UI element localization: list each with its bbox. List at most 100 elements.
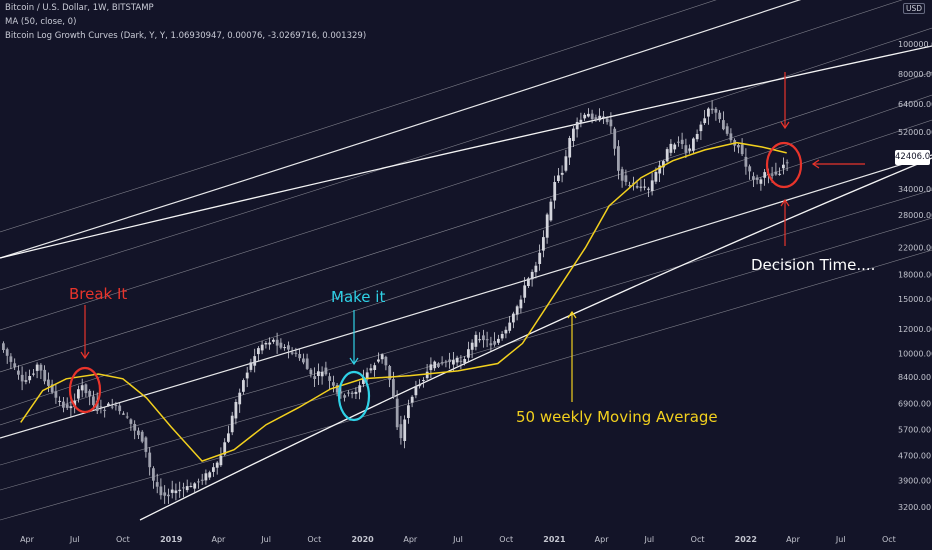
currency-badge[interactable]: USD xyxy=(903,3,926,14)
candle-body xyxy=(568,138,572,158)
time-tick: Oct xyxy=(307,535,321,544)
candle-body xyxy=(13,363,17,367)
curves-study-label[interactable]: Bitcoin Log Growth Curves (Dark, Y, Y, 1… xyxy=(5,31,367,41)
candle-body xyxy=(403,419,407,441)
time-tick: Jul xyxy=(69,535,80,544)
candle-body xyxy=(125,416,129,418)
candle-body xyxy=(152,468,155,481)
candle-body xyxy=(635,186,639,188)
candle-body xyxy=(414,386,418,396)
moving-average-line xyxy=(20,141,787,462)
candle-body xyxy=(339,391,343,394)
ma-study-label[interactable]: MA (50, close, 0) xyxy=(5,17,77,27)
candle-body xyxy=(470,342,474,350)
candle-body xyxy=(395,398,399,428)
price-tick: 34000.00 xyxy=(898,185,932,194)
candle-body xyxy=(20,374,24,382)
candle-body xyxy=(103,409,107,411)
growth-curve xyxy=(0,27,932,331)
candle-body xyxy=(260,344,264,351)
candle-body xyxy=(467,349,470,358)
candle-body xyxy=(654,172,658,182)
candle-body xyxy=(770,174,774,176)
candle-body xyxy=(440,362,444,364)
candle-body xyxy=(748,166,752,172)
candle-body xyxy=(399,424,403,439)
candle-body xyxy=(167,494,170,497)
candle-body xyxy=(650,180,654,191)
time-tick: Apr xyxy=(20,535,35,544)
candle-body xyxy=(148,452,152,468)
time-tick: 2019 xyxy=(160,535,183,544)
candle-body xyxy=(617,146,620,171)
candle-body xyxy=(290,352,294,354)
time-axis[interactable]: Apr Jul Oct 2019 Apr Jul Oct 2020 Apr Jul Oct 2021 A… xyxy=(20,535,896,544)
candle-body xyxy=(317,371,320,376)
candle-body xyxy=(624,175,628,182)
candle-body xyxy=(534,265,538,273)
candle-body xyxy=(65,404,69,408)
candle-body xyxy=(587,113,590,117)
candle-body xyxy=(174,490,178,494)
growth-curve xyxy=(0,71,932,373)
candle-body xyxy=(692,138,695,151)
candle-body xyxy=(740,144,744,155)
decision-circle xyxy=(765,141,803,189)
time-tick: Oct xyxy=(116,535,130,544)
price-tick: 3900.00 xyxy=(898,476,931,485)
time-tick: Apr xyxy=(403,535,418,544)
decision-time-label: Decision Time.... xyxy=(751,256,875,274)
candle-body xyxy=(763,172,767,178)
candle-body xyxy=(133,424,137,431)
candle-body xyxy=(5,349,9,356)
candle-body xyxy=(662,161,665,168)
candle-body xyxy=(680,139,684,144)
candle-body xyxy=(564,156,568,171)
candle-body xyxy=(294,352,298,354)
candle-body xyxy=(485,339,489,341)
time-tick: 2022 xyxy=(735,535,757,544)
candle-body xyxy=(643,186,647,188)
price-axis[interactable]: 100000.00 80000.00 64000.00 52000.00 34000.0… xyxy=(898,40,932,512)
candle-body xyxy=(658,165,662,174)
candle-body xyxy=(553,182,557,201)
candle-body xyxy=(84,384,88,394)
price-tick: 15000.00 xyxy=(898,295,932,304)
candle-body xyxy=(425,371,429,379)
candle-body xyxy=(377,359,380,362)
candle-body xyxy=(298,354,302,359)
candle-body xyxy=(350,392,354,394)
candle-body xyxy=(242,380,245,392)
candle-body xyxy=(77,389,80,399)
candle-body xyxy=(219,455,223,466)
candle-body xyxy=(114,405,118,407)
decision-arrow-top-head xyxy=(780,121,790,130)
candle-body xyxy=(669,143,673,153)
candle-body xyxy=(189,486,193,487)
candle-body xyxy=(159,486,163,496)
candle-body xyxy=(508,322,512,331)
candle-body xyxy=(497,338,500,343)
candle-body xyxy=(673,144,677,150)
candle-body xyxy=(287,345,290,350)
price-tick: 10000.00 xyxy=(898,350,932,359)
candle-body xyxy=(737,145,740,148)
symbol-title[interactable]: Bitcoin / U.S. Dollar, 1W, BITSTAMP xyxy=(5,3,154,13)
candle-body xyxy=(118,405,122,412)
candle-body xyxy=(230,415,234,433)
time-tick: Jul xyxy=(452,535,463,544)
candle-body xyxy=(28,376,32,381)
candle-body xyxy=(384,356,388,366)
candle-body xyxy=(583,114,587,119)
break-it-circle xyxy=(68,366,102,414)
candle-body xyxy=(433,361,437,369)
candle-body xyxy=(452,360,455,365)
candle-body xyxy=(527,278,530,286)
candle-body xyxy=(549,201,553,221)
candle-body xyxy=(590,113,594,119)
candle-body xyxy=(88,390,92,397)
time-tick: Jul xyxy=(643,535,654,544)
